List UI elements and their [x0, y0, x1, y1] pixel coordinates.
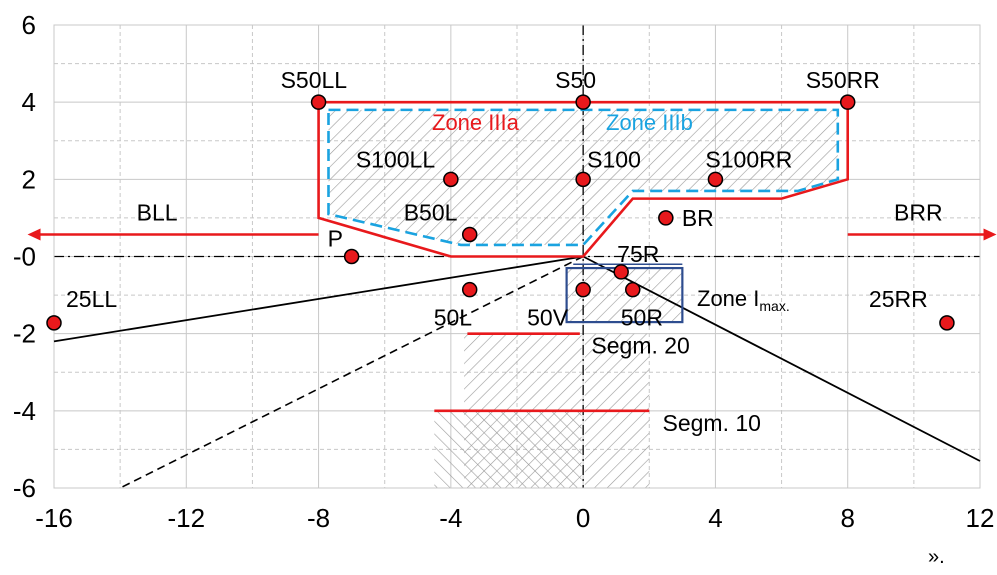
x-tick-label: -8 [307, 503, 330, 533]
point-50l [461, 281, 478, 298]
zone-iiib-outline [327, 108, 840, 247]
segment-label-1: Segm. 10 [663, 410, 761, 436]
point-s100 [575, 171, 591, 188]
x-tick-label: -16 [35, 503, 73, 533]
point-label-br: BR [682, 205, 714, 231]
point-50r [625, 281, 641, 298]
point-25ll [46, 315, 62, 331]
point-label-s50ll: S50LL [281, 67, 348, 93]
segments: Segm. 20 Segm. 10 [434, 332, 761, 436]
point-s50rr [839, 94, 856, 110]
point-s50ll [310, 94, 327, 110]
point-s50 [575, 94, 591, 110]
point-label-s50: S50 [555, 67, 596, 93]
y-tick-label: 6 [22, 10, 36, 40]
y-tick-label: 2 [22, 164, 36, 194]
zone-iiia-outline [317, 100, 850, 258]
point-label-p: P [328, 226, 343, 252]
zone-label-iiia: Zone IIIa [432, 110, 520, 135]
y-tick-label: -0 [13, 242, 36, 272]
cutoff-right [582, 255, 981, 462]
x-tick-label: -4 [439, 503, 462, 533]
point-s100rr [707, 171, 724, 188]
arrows: BLL BRR [27, 200, 997, 241]
zone-label-imax-sub: max. [759, 298, 789, 314]
point-label-s100ll: S100LL [356, 146, 436, 172]
point-label-50v: 50V [527, 305, 569, 331]
segment-label-0: Segm. 20 [591, 333, 689, 359]
y-tick-label: -2 [13, 319, 36, 349]
segment-10-hatch-left [434, 410, 582, 488]
point-label-25ll: 25LL [66, 286, 117, 312]
x-tick-label: -12 [167, 503, 205, 533]
point-br [658, 210, 674, 226]
measurement-points: S50LL S50 S50RR S100LL S100 S100RR B50L BR P 75R 5… [46, 67, 955, 331]
footer-mark: ». [928, 546, 945, 568]
zone-outlines [317, 100, 850, 324]
zone-label-imax-main: Zone I [697, 286, 759, 311]
point-s100ll [443, 171, 459, 188]
point-label-s100: S100 [587, 146, 641, 172]
point-75r [613, 264, 629, 280]
point-label-50l: 50L [434, 305, 473, 331]
tick-labels: -16 -12 -8 -4 0 4 8 12 6 4 2 -0 -2 -4 -6 [13, 10, 995, 533]
x-tick-label: 0 [576, 503, 590, 533]
cutoff-left [53, 255, 584, 343]
point-label-25rr: 25RR [869, 286, 928, 312]
point-label-b50l: B50L [404, 200, 458, 226]
point-25rr [939, 315, 955, 331]
arrow-head-0 [27, 228, 41, 241]
point-p [343, 248, 360, 265]
y-tick-label: -6 [13, 473, 36, 503]
arrow-label-0: BLL [137, 200, 178, 226]
y-tick-label: -4 [13, 396, 36, 426]
plot-frame [53, 24, 981, 489]
cutoff-dashed [119, 255, 584, 489]
point-label-s50rr: S50RR [806, 67, 880, 93]
y-tick-label: 4 [22, 87, 36, 117]
x-tick-label: 8 [840, 503, 854, 533]
cutoff-lines [53, 255, 981, 489]
arrow-label-1: BRR [894, 200, 943, 226]
zone-label-iiib: Zone IIIb [606, 110, 693, 135]
point-label-75r: 75R [617, 241, 659, 267]
point-50v [575, 281, 591, 298]
zone-label-imax: Zone Imax. [697, 286, 790, 314]
point-label-s100rr: S100RR [705, 146, 792, 172]
point-label-50r: 50R [621, 305, 663, 331]
point-b50l [461, 226, 478, 243]
x-tick-label: 4 [708, 503, 722, 533]
arrow-head-1 [983, 228, 997, 241]
x-tick-label: 12 [966, 503, 995, 533]
zone-labels: Zone IIIa Zone IIIb Zone Imax. [432, 110, 790, 314]
